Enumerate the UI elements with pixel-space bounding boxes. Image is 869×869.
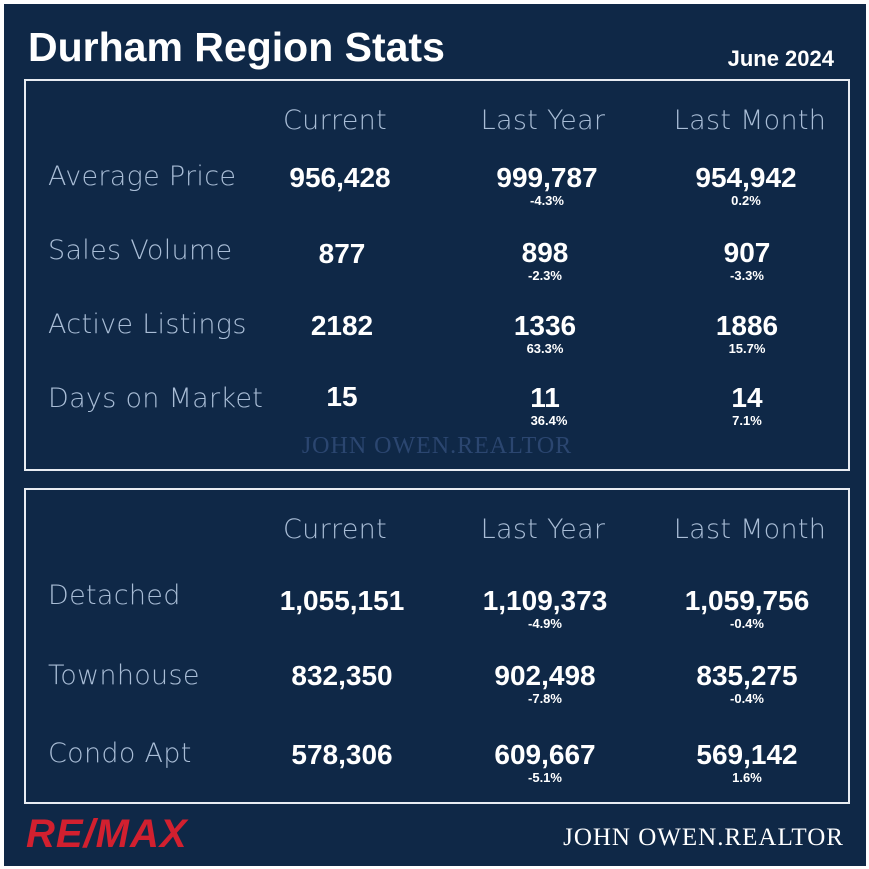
active-listings-last-year-change: 63.3% [526, 341, 564, 356]
page-title: Durham Region Stats [28, 24, 445, 70]
row-label-detached: Detached [48, 580, 181, 611]
row-label-active-listings: Active Listings [48, 309, 247, 340]
average-price-last-year-change: -4.3% [530, 193, 564, 208]
active-listings-last-month-change: 15.7% [728, 341, 766, 356]
report-date: June 2024 [727, 46, 834, 71]
sales-volume-last-year: 898 [521, 237, 569, 268]
remax-logo: RE/MAX [26, 812, 188, 856]
sales-volume-last-month: 907 [723, 237, 771, 268]
active-listings-current: 2182 [310, 310, 374, 341]
detached-last-month: 1,059,756 [684, 585, 810, 616]
townhouse-last-year-change: -7.8% [528, 691, 562, 706]
row-label-days-on-market: Days on Market [48, 383, 264, 414]
average-price-last-year: 999,787 [496, 162, 598, 193]
column-header-last-month: Last Month [673, 514, 827, 545]
condo-apt-last-month-change: 1.6% [732, 770, 762, 785]
condo-apt-last-year-change: -5.1% [528, 770, 562, 785]
average-price-last-month-change: 0.2% [731, 193, 761, 208]
condo-apt-last-year: 609,667 [494, 739, 596, 770]
active-listings-last-month: 1886 [715, 310, 779, 341]
townhouse-last-year: 902,498 [494, 660, 596, 691]
days-on-market-last-year-change: 36.4% [530, 413, 568, 428]
condo-apt-current: 578,306 [291, 739, 393, 770]
sales-volume-last-year-change: -2.3% [528, 268, 562, 283]
detached-current: 1,055,151 [279, 585, 405, 616]
sales-volume-current: 877 [318, 238, 366, 269]
row-label-sales-volume: Sales Volume [48, 235, 233, 266]
watermark: JOHN OWEN.REALTOR [301, 433, 573, 459]
column-header-current: Current [283, 105, 387, 136]
row-label-average-price: Average Price [48, 161, 237, 192]
townhouse-last-month-change: -0.4% [730, 691, 764, 706]
days-on-market-last-month-change: 7.1% [732, 413, 762, 428]
market-stats-panel: Current Last Year Last Month Average Pri… [24, 79, 850, 471]
days-on-market-current: 15 [326, 381, 358, 412]
detached-last-year: 1,109,373 [482, 585, 608, 616]
days-on-market-last-month: 14 [731, 382, 763, 413]
average-price-last-month: 954,942 [695, 162, 797, 193]
column-header-current: Current [283, 514, 387, 545]
realtor-signature: JOHN OWEN.REALTOR [563, 824, 844, 851]
detached-last-month-change: -0.4% [730, 616, 764, 631]
townhouse-last-month: 835,275 [696, 660, 798, 691]
row-label-townhouse: Townhouse [48, 660, 200, 691]
stats-card: Durham Region Stats June 2024 Current La… [4, 4, 866, 866]
row-label-condo-apt: Condo Apt [48, 738, 192, 769]
average-price-current: 956,428 [289, 162, 391, 193]
column-header-last-month: Last Month [673, 105, 827, 136]
column-header-last-year: Last Year [480, 514, 606, 545]
condo-apt-last-month: 569,142 [696, 739, 798, 770]
column-header-last-year: Last Year [480, 105, 606, 136]
days-on-market-last-year: 11 [530, 382, 560, 413]
detached-last-year-change: -4.9% [528, 616, 562, 631]
sales-volume-last-month-change: -3.3% [730, 268, 764, 283]
active-listings-last-year: 1336 [513, 310, 577, 341]
townhouse-current: 832,350 [291, 660, 393, 691]
property-type-panel: Current Last Year Last Month Detached 1,… [24, 488, 850, 804]
